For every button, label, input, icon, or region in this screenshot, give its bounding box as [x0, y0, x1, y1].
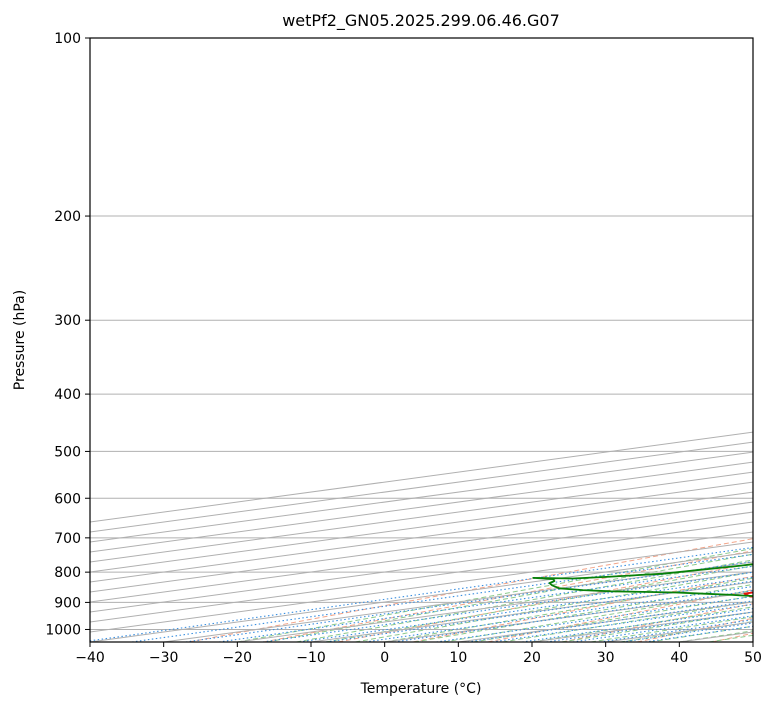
y-tick-label: 800: [54, 565, 81, 581]
x-axis-label: Temperature (°C): [360, 681, 482, 697]
isotherm-line: [90, 491, 753, 583]
x-tick-label: 40: [670, 650, 688, 666]
dry-adiabat-line: [188, 538, 753, 642]
moist-adiabat-line: [473, 595, 753, 642]
y-tick-label: 900: [54, 595, 81, 611]
chart-title: wetPf2_GN05.2025.299.06.46.G07: [282, 11, 560, 31]
moist-adiabat-line: [531, 606, 753, 642]
isotherm-line: [679, 631, 753, 642]
x-tick-label: −40: [75, 650, 105, 666]
y-tick-label: 700: [54, 531, 81, 547]
isotherm-line: [90, 521, 753, 613]
moist-adiabat-line: [708, 634, 753, 642]
isotherm-line: [605, 621, 753, 642]
y-tick-label: 400: [54, 387, 81, 403]
isobar-gridlines: [90, 38, 753, 630]
mixing-ratio-line: [394, 589, 753, 642]
dry-adiabat-line: [636, 617, 753, 642]
moist-adiabat-line: [561, 611, 753, 642]
temperature-line: [743, 591, 753, 598]
dry-adiabat-line: [487, 589, 753, 642]
moist-adiabat-line: [384, 577, 753, 642]
y-tick-label: 500: [54, 444, 81, 460]
isotherm-line: [384, 591, 753, 642]
mixing-ratio-lines: [90, 546, 753, 642]
isotherm-line: [90, 461, 753, 553]
dry-adiabat-line: [263, 550, 753, 642]
moist-adiabat-line: [237, 548, 753, 642]
plot-frame: [89, 37, 754, 643]
dry-adiabat-line: [338, 562, 753, 642]
plot-area: -100-90-80-70-60-50-40-30-20-10010203040…: [90, 38, 753, 642]
isotherm-line: [90, 531, 753, 623]
x-tick-label: 20: [523, 650, 541, 666]
isotherm-line: [531, 611, 753, 642]
x-tick-label: 10: [449, 650, 467, 666]
moist-adiabat-line: [266, 553, 753, 642]
isotherm-line: [90, 471, 753, 563]
mixing-ratio-line: [185, 561, 753, 642]
x-tick-label: −20: [223, 650, 253, 666]
isotherm-line: [90, 501, 753, 593]
moist-adiabat-line: [649, 625, 753, 642]
moist-adiabat-line: [414, 583, 753, 642]
isotherm-line: [90, 551, 753, 642]
x-tick-label: −30: [149, 650, 179, 666]
x-axis: −40 −30 −20 −10 0 10 20 30 40 50: [75, 642, 762, 666]
mixing-ratio-line: [467, 600, 753, 642]
x-tick-label: 0: [380, 650, 389, 666]
mixing-ratio-line: [90, 546, 753, 642]
dry-adiabat-line: [412, 575, 753, 642]
dry-adiabat-line: [711, 632, 753, 642]
isotherm-line: [90, 511, 753, 603]
mixing-ratio-line: [436, 595, 753, 642]
moist-adiabat-line: [502, 601, 753, 642]
moist-adiabat-line: [325, 565, 753, 642]
dewpoint-line: [532, 563, 753, 597]
moist-adiabat-line: [355, 571, 753, 642]
isotherm-line: [90, 541, 753, 633]
isotherm-line: [752, 641, 753, 642]
y-tick-label: 200: [54, 209, 81, 225]
y-tick-label: 1000: [45, 622, 81, 638]
moist-adiabats: [237, 548, 753, 642]
isotherm-line: [310, 581, 753, 642]
y-axis: 100 200 300 400 500 600 700 800 900 1000: [45, 31, 90, 638]
x-tick-label: 50: [744, 650, 762, 666]
dry-adiabats: [188, 538, 753, 642]
mixing-ratio-line: [492, 603, 753, 642]
profile-series: [532, 563, 753, 598]
y-axis-label: Pressure (hPa): [12, 290, 28, 390]
isotherm-line: [90, 451, 753, 543]
moist-adiabat-line: [679, 630, 753, 642]
x-tick-label: −10: [296, 650, 326, 666]
isotherm-line: [90, 481, 753, 573]
y-tick-label: 300: [54, 313, 81, 329]
y-tick-label: 100: [54, 31, 81, 47]
dry-adiabat-line: [562, 603, 753, 642]
x-tick-label: 30: [597, 650, 615, 666]
isotherm-gridlines: [90, 431, 753, 642]
y-tick-label: 600: [54, 491, 81, 507]
